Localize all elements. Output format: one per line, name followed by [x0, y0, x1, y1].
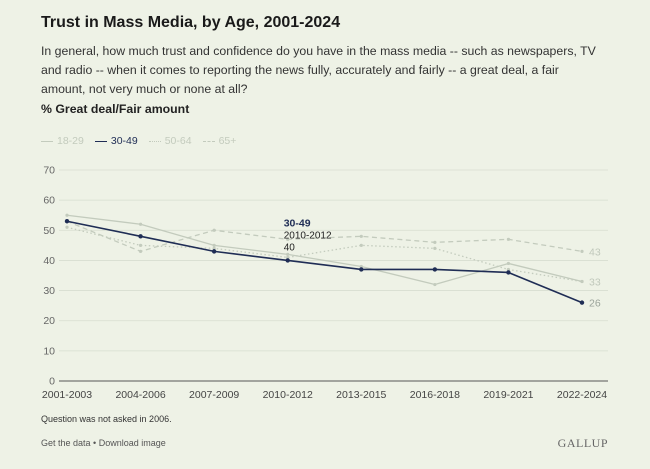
y-tick-label: 10 [43, 345, 55, 357]
y-tick-label: 40 [43, 255, 55, 267]
tooltip-series: 30-49 [284, 217, 311, 229]
data-point-65-plus[interactable] [580, 249, 584, 253]
y-tick-label: 60 [43, 195, 55, 207]
chart-title: Trust in Mass Media, by Age, 2001-2024 [41, 14, 341, 31]
end-label-30-49: 26 [589, 298, 601, 310]
data-point-65-plus[interactable] [506, 237, 511, 241]
legend-item-18-29[interactable]: 18-29 [41, 135, 84, 147]
legend-swatch-30-49 [94, 140, 107, 142]
data-point-30-49[interactable] [506, 270, 511, 275]
y-tick-label: 50 [43, 225, 55, 237]
x-tick-label: 2004-2006 [115, 389, 165, 401]
data-point-30-49[interactable] [211, 249, 217, 254]
legend-label-50-64: 50-64 [164, 135, 192, 147]
x-tick-label: 2019-2021 [483, 389, 533, 401]
y-tick-label: 30 [43, 285, 55, 297]
legend-item-30-49[interactable]: 30-49 [94, 135, 138, 147]
data-point-30-49[interactable] [64, 219, 70, 224]
series-line-65-plus[interactable] [66, 220, 583, 253]
x-tick-label: 2016-2018 [410, 389, 460, 401]
data-point-18-29[interactable] [433, 282, 437, 287]
data-point-65-plus[interactable] [212, 228, 216, 232]
data-point-18-29[interactable] [138, 222, 143, 226]
data-point-65-plus[interactable] [286, 237, 290, 241]
x-tick-label: 2007-2009 [189, 389, 239, 401]
x-tick-label: 2013-2015 [336, 389, 386, 401]
footer-links: Get the data • Download image [41, 438, 166, 448]
data-point-18-29[interactable] [212, 243, 216, 247]
legend: 18-29 30-49 50-64 65+ [41, 135, 247, 147]
legend-item-50-64[interactable]: 50-64 [148, 135, 192, 147]
get-data-link[interactable]: Get the data [41, 438, 91, 448]
data-point-50-64[interactable] [580, 279, 584, 284]
data-point-30-49[interactable] [138, 234, 143, 239]
y-tick-label: 20 [43, 315, 55, 327]
footnote: Question was not asked in 2006. [41, 414, 172, 424]
gallup-logo: GALLUP [557, 436, 608, 450]
data-point-18-29[interactable] [506, 261, 511, 266]
data-point-18-29[interactable] [359, 264, 363, 269]
data-point-18-29[interactable] [65, 213, 69, 217]
series-line-18-29[interactable] [66, 214, 583, 286]
data-point-65-plus[interactable] [359, 234, 363, 238]
data-point-50-64[interactable] [65, 225, 69, 229]
tooltip-period: 2010-2012 [284, 230, 332, 241]
end-label-18-29: 33 [589, 277, 601, 289]
tooltip-value: 40 [284, 242, 296, 253]
y-tick-label: 70 [43, 165, 55, 177]
legend-label-18-29: 18-29 [57, 135, 84, 147]
legend-label-65-plus: 65+ [218, 135, 237, 147]
x-tick-label: 2010-2012 [263, 389, 313, 401]
data-point-50-64[interactable] [433, 246, 437, 250]
data-point-65-plus[interactable] [433, 240, 437, 244]
series-line-30-49[interactable] [66, 220, 583, 304]
data-point-50-64[interactable] [138, 243, 143, 247]
link-separator: • [90, 438, 99, 448]
data-point-65-plus[interactable] [138, 249, 143, 253]
download-image-link[interactable]: Download image [98, 438, 166, 448]
end-label-65-plus: 43 [589, 246, 601, 258]
data-point-50-64[interactable] [286, 255, 290, 260]
data-point-30-49[interactable] [285, 258, 290, 263]
data-point-30-49[interactable] [432, 267, 438, 272]
x-tick-label: 2001-2003 [42, 389, 92, 401]
legend-label-30-49: 30-49 [110, 135, 138, 147]
legend-item-65-plus[interactable]: 65+ [202, 135, 237, 147]
x-tick-label: 2022-2024 [557, 389, 607, 401]
series-line-50-64[interactable] [66, 226, 583, 283]
chart-subtitle: In general, how much trust and confidenc… [41, 44, 596, 96]
data-point-50-64[interactable] [359, 243, 363, 247]
legend-swatch-50-64 [148, 140, 161, 142]
data-point-30-49[interactable] [579, 300, 585, 305]
data-point-50-64[interactable] [212, 246, 216, 250]
data-point-30-49[interactable] [359, 267, 364, 272]
legend-swatch-18-29 [41, 140, 53, 142]
data-point-18-29[interactable] [286, 252, 290, 256]
legend-swatch-65-plus [202, 140, 215, 142]
y-tick-label: 0 [49, 376, 55, 388]
measure-label: % Great deal/Fair amount [41, 102, 190, 116]
data-point-50-64[interactable] [506, 267, 511, 272]
